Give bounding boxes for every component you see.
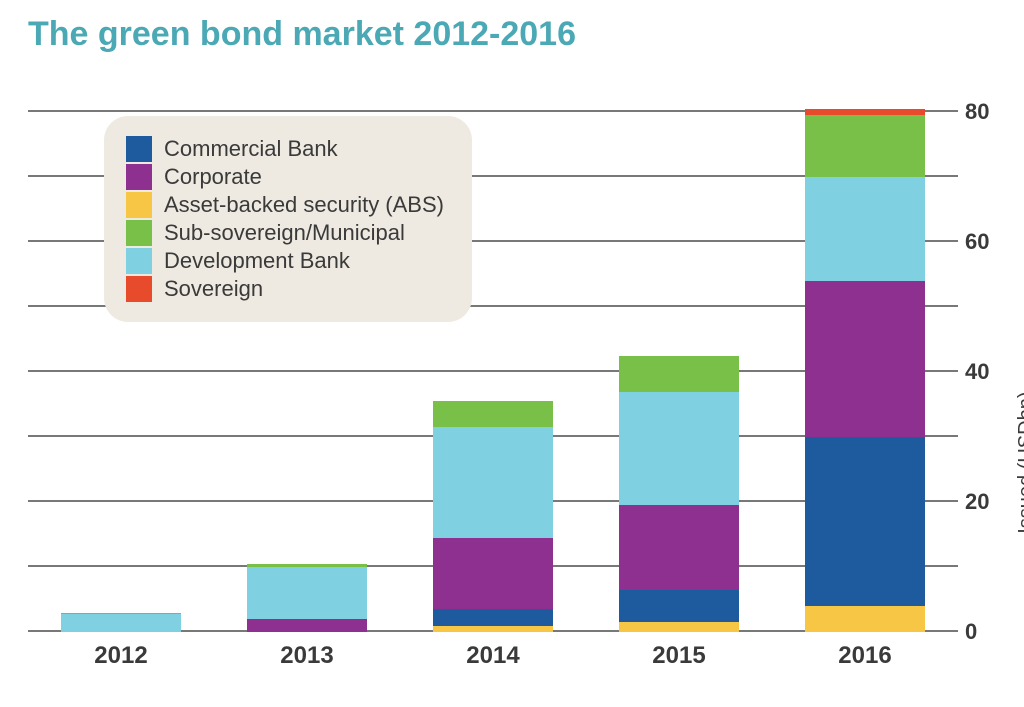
legend-swatch <box>126 192 152 218</box>
segment-corporate <box>805 281 925 437</box>
segment-corporate <box>433 538 553 610</box>
y-tick-label: 20 <box>965 489 989 515</box>
segment-abs <box>805 606 925 632</box>
segment-development_bank <box>619 392 739 506</box>
segment-sub_sovereign <box>619 356 739 392</box>
legend-swatch <box>126 248 152 274</box>
bar-2015 <box>619 356 739 632</box>
legend-label: Sovereign <box>164 276 263 302</box>
legend-label: Commercial Bank <box>164 136 338 162</box>
legend-swatch <box>126 276 152 302</box>
segment-corporate <box>247 619 367 632</box>
legend-label: Development Bank <box>164 248 350 274</box>
legend-label: Corporate <box>164 164 262 190</box>
legend-item-sub_sovereign: Sub-sovereign/Municipal <box>126 220 444 246</box>
segment-abs <box>433 626 553 633</box>
bar-2014 <box>433 401 553 632</box>
segment-development_bank <box>247 567 367 619</box>
legend-swatch <box>126 136 152 162</box>
legend-label: Asset-backed security (ABS) <box>164 192 444 218</box>
bar-2016 <box>805 109 925 632</box>
segment-commercial_bank <box>433 609 553 625</box>
segment-development_bank <box>805 177 925 281</box>
segment-abs <box>619 622 739 632</box>
y-tick-label: 40 <box>965 359 989 385</box>
legend-swatch <box>126 220 152 246</box>
legend: Commercial BankCorporateAsset-backed sec… <box>104 116 472 322</box>
y-tick-label: 60 <box>965 229 989 255</box>
x-tick-label: 2015 <box>619 642 739 682</box>
bar-2013 <box>247 564 367 632</box>
x-tick-label: 2016 <box>805 642 925 682</box>
y-tick-label: 0 <box>965 619 977 645</box>
chart-title: The green bond market 2012-2016 <box>28 15 576 54</box>
legend-item-abs: Asset-backed security (ABS) <box>126 192 444 218</box>
y-tick-label: 80 <box>965 99 989 125</box>
legend-item-commercial_bank: Commercial Bank <box>126 136 444 162</box>
legend-item-development_bank: Development Bank <box>126 248 444 274</box>
segment-development_bank <box>61 614 181 632</box>
legend-label: Sub-sovereign/Municipal <box>164 220 405 246</box>
x-axis-labels: 2012 2013 2014 2015 2016 <box>28 642 958 682</box>
segment-sub_sovereign <box>433 401 553 427</box>
segment-commercial_bank <box>619 590 739 623</box>
legend-item-sovereign: Sovereign <box>126 276 444 302</box>
legend-swatch <box>126 164 152 190</box>
x-tick-label: 2014 <box>433 642 553 682</box>
legend-item-corporate: Corporate <box>126 164 444 190</box>
x-tick-label: 2012 <box>61 642 181 682</box>
bar-2012 <box>61 613 181 632</box>
segment-sub_sovereign <box>805 115 925 177</box>
y-axis-title: Issued (USDbn) <box>1015 392 1024 534</box>
segment-development_bank <box>433 427 553 538</box>
segment-commercial_bank <box>805 437 925 606</box>
segment-corporate <box>619 505 739 590</box>
x-tick-label: 2013 <box>247 642 367 682</box>
